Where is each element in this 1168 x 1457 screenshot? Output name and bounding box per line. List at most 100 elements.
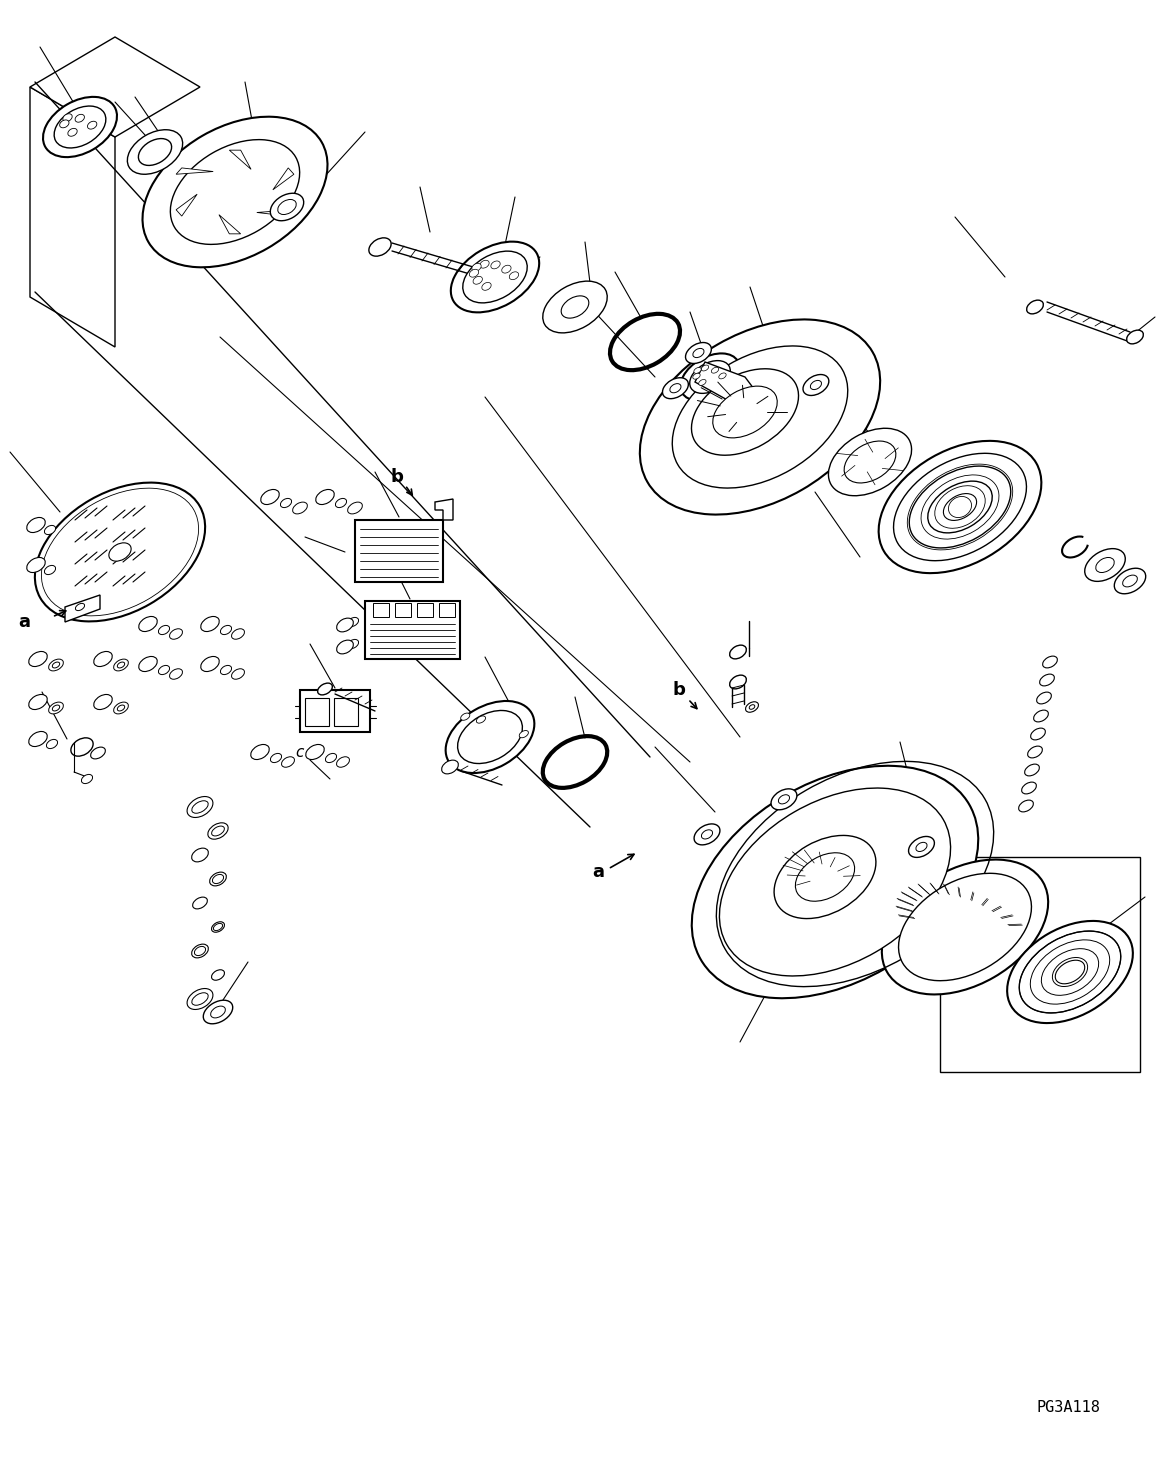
Ellipse shape [491,261,500,270]
Ellipse shape [1055,960,1085,983]
Ellipse shape [694,367,701,373]
Ellipse shape [1007,921,1133,1023]
Ellipse shape [231,669,244,679]
Bar [355,520,443,581]
Ellipse shape [214,924,223,931]
Ellipse shape [270,194,304,221]
Ellipse shape [336,640,354,654]
Ellipse shape [193,898,208,909]
Bar [940,857,1140,1072]
Ellipse shape [1085,549,1125,581]
Ellipse shape [689,361,730,393]
Polygon shape [30,87,114,347]
Ellipse shape [811,380,821,389]
Ellipse shape [169,669,182,679]
Ellipse shape [1127,331,1143,344]
Ellipse shape [882,860,1048,995]
Ellipse shape [1030,728,1045,740]
Ellipse shape [561,296,589,318]
Ellipse shape [778,794,790,804]
Bar [334,698,359,726]
Ellipse shape [673,345,848,488]
Polygon shape [229,150,251,169]
Text: a: a [592,863,604,881]
Ellipse shape [451,242,540,312]
Ellipse shape [795,852,855,902]
Text: PG3A118: PG3A118 [1036,1400,1100,1415]
Bar [373,603,389,616]
Ellipse shape [211,970,224,981]
Ellipse shape [211,826,224,836]
Bar [395,603,411,616]
Ellipse shape [348,503,362,514]
Ellipse shape [306,745,325,759]
Ellipse shape [76,603,84,610]
Ellipse shape [27,517,46,532]
Bar [364,600,460,659]
Ellipse shape [171,140,300,245]
Ellipse shape [745,702,758,712]
Ellipse shape [60,119,69,128]
Ellipse shape [71,737,93,756]
Polygon shape [218,214,241,233]
Ellipse shape [691,369,799,455]
Ellipse shape [730,675,746,689]
Ellipse shape [194,947,206,956]
Ellipse shape [662,377,688,399]
Polygon shape [434,498,453,520]
Ellipse shape [472,264,481,271]
Ellipse shape [47,739,57,749]
Ellipse shape [63,114,72,121]
Ellipse shape [113,702,128,714]
Ellipse shape [187,988,213,1010]
Ellipse shape [54,106,106,149]
Polygon shape [65,594,100,622]
Ellipse shape [335,498,347,507]
Text: b: b [390,468,403,487]
Polygon shape [695,361,760,407]
Ellipse shape [502,265,512,272]
Ellipse shape [771,788,797,810]
Ellipse shape [916,842,927,851]
Ellipse shape [1096,558,1114,573]
Ellipse shape [509,272,519,280]
Ellipse shape [1122,576,1138,587]
Ellipse shape [82,775,92,784]
Ellipse shape [159,666,169,675]
Ellipse shape [117,661,125,667]
Ellipse shape [1034,710,1049,721]
Ellipse shape [693,373,700,379]
Ellipse shape [718,373,726,379]
Ellipse shape [878,441,1042,573]
Ellipse shape [326,753,336,762]
Ellipse shape [702,830,712,839]
Ellipse shape [1043,656,1057,667]
Ellipse shape [281,756,294,768]
Ellipse shape [1024,763,1040,777]
Ellipse shape [1028,746,1042,758]
Polygon shape [30,36,200,137]
Ellipse shape [278,200,297,214]
Ellipse shape [44,565,56,574]
Ellipse shape [142,117,327,267]
Ellipse shape [44,526,56,535]
Ellipse shape [1018,800,1034,812]
Ellipse shape [127,130,182,175]
Ellipse shape [482,283,492,290]
Ellipse shape [774,835,876,918]
Ellipse shape [693,348,704,357]
Ellipse shape [138,138,172,166]
Ellipse shape [203,1000,232,1024]
Ellipse shape [828,428,911,495]
Ellipse shape [1020,931,1121,1013]
Ellipse shape [446,701,535,774]
Text: b: b [672,680,684,699]
Ellipse shape [719,788,951,976]
Ellipse shape [29,651,47,666]
Ellipse shape [698,379,707,385]
Polygon shape [176,194,197,216]
Ellipse shape [210,1007,225,1018]
Ellipse shape [93,695,112,710]
Ellipse shape [109,543,131,561]
Ellipse shape [169,629,182,640]
